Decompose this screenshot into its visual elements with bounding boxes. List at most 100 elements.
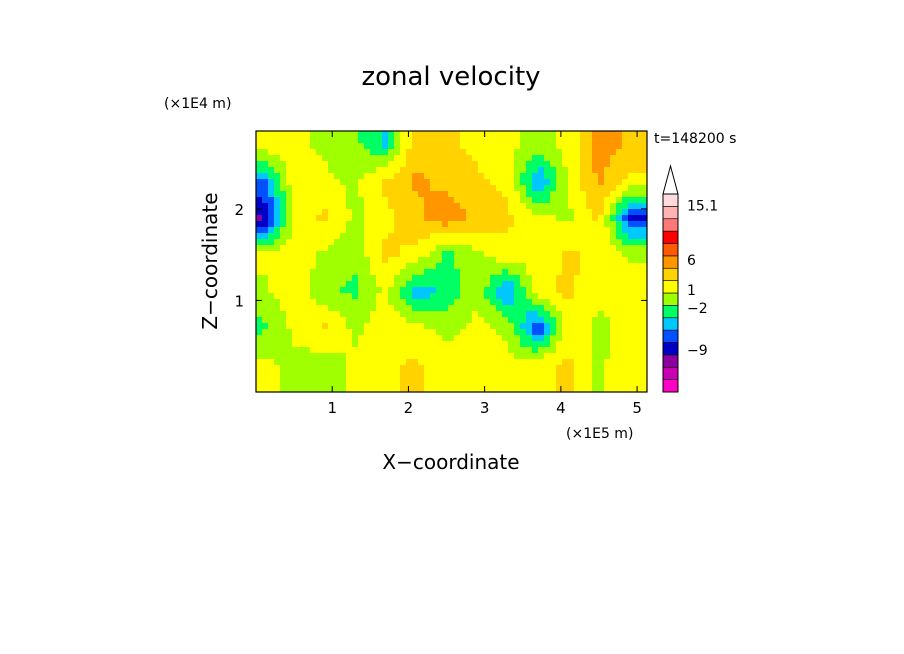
field-cell <box>616 179 623 186</box>
field-cell <box>460 281 467 288</box>
field-cell <box>592 371 599 378</box>
field-cell <box>532 341 539 348</box>
field-cell <box>628 185 635 192</box>
field-cell <box>340 221 347 228</box>
field-cell <box>478 377 485 384</box>
field-cell <box>334 299 341 306</box>
field-cell <box>592 359 599 366</box>
field-cell <box>346 371 353 378</box>
field-cell <box>382 275 389 282</box>
field-cell <box>430 161 437 168</box>
field-cell <box>562 293 569 300</box>
field-cell <box>436 149 443 156</box>
field-cell <box>550 383 557 390</box>
field-cell <box>442 323 449 330</box>
field-cell <box>472 215 479 222</box>
field-cell <box>448 275 455 282</box>
field-cell <box>634 203 641 210</box>
field-cell <box>508 329 515 336</box>
field-cell <box>526 323 533 330</box>
field-cell <box>274 389 281 392</box>
field-cell <box>430 359 437 366</box>
field-cell <box>550 299 557 306</box>
field-cell <box>370 371 377 378</box>
field-cell <box>598 137 605 144</box>
field-cell <box>640 257 647 264</box>
field-cell <box>364 359 371 366</box>
field-cell <box>388 263 395 270</box>
field-cell <box>346 293 353 300</box>
field-cell <box>604 347 611 354</box>
field-cell <box>496 323 503 330</box>
field-cell <box>340 263 347 270</box>
field-cell <box>586 137 593 144</box>
field-cell <box>406 167 413 174</box>
field-cell <box>292 221 299 228</box>
field-cell <box>256 215 263 222</box>
field-cell <box>268 221 275 228</box>
field-cell <box>454 221 461 228</box>
field-cell <box>562 347 569 354</box>
field-cell <box>304 371 311 378</box>
field-cell <box>394 149 401 156</box>
field-cell <box>580 293 587 300</box>
x-tick-label: 5 <box>632 399 642 417</box>
field-cell <box>592 191 599 198</box>
field-cell <box>376 227 383 234</box>
field-cell <box>358 275 365 282</box>
field-cell <box>430 371 437 378</box>
field-cell <box>358 149 365 156</box>
field-cell <box>364 323 371 330</box>
field-cell <box>328 221 335 228</box>
field-cell <box>526 161 533 168</box>
field-cell <box>364 335 371 342</box>
field-cell <box>544 389 551 392</box>
field-cell <box>382 269 389 276</box>
field-cell <box>376 215 383 222</box>
field-cell <box>448 311 455 318</box>
field-cell <box>280 359 287 366</box>
field-cell <box>346 227 353 234</box>
field-cell <box>586 191 593 198</box>
field-cell <box>442 173 449 180</box>
field-cell <box>256 155 263 162</box>
field-cell <box>430 263 437 270</box>
field-cell <box>550 293 557 300</box>
field-cell <box>364 215 371 222</box>
field-cell <box>526 191 533 198</box>
field-cell <box>394 311 401 318</box>
field-cell <box>424 257 431 264</box>
field-cell <box>406 377 413 384</box>
field-cell <box>280 371 287 378</box>
field-cell <box>592 353 599 360</box>
field-cell <box>388 377 395 384</box>
field-cell <box>268 341 275 348</box>
field-cell <box>556 179 563 186</box>
field-cell <box>466 161 473 168</box>
field-cell <box>400 293 407 300</box>
field-cell <box>436 185 443 192</box>
field-cell <box>598 335 605 342</box>
field-cell <box>472 257 479 264</box>
field-cell <box>262 191 269 198</box>
field-cell <box>586 251 593 258</box>
field-cell <box>268 197 275 204</box>
field-cell <box>496 167 503 174</box>
field-cell <box>412 269 419 276</box>
field-cell <box>418 209 425 216</box>
field-cell <box>598 359 605 366</box>
field-cell <box>520 287 527 294</box>
field-cell <box>304 251 311 258</box>
field-cell <box>436 347 443 354</box>
field-cell <box>448 161 455 168</box>
field-cell <box>286 155 293 162</box>
field-cell <box>394 197 401 204</box>
field-cell <box>436 305 443 312</box>
field-cell <box>586 173 593 180</box>
field-cell <box>634 299 641 306</box>
field-cell <box>460 317 467 324</box>
field-cell <box>496 281 503 288</box>
field-cell <box>328 281 335 288</box>
field-cell <box>334 251 341 258</box>
field-cell <box>640 239 647 246</box>
